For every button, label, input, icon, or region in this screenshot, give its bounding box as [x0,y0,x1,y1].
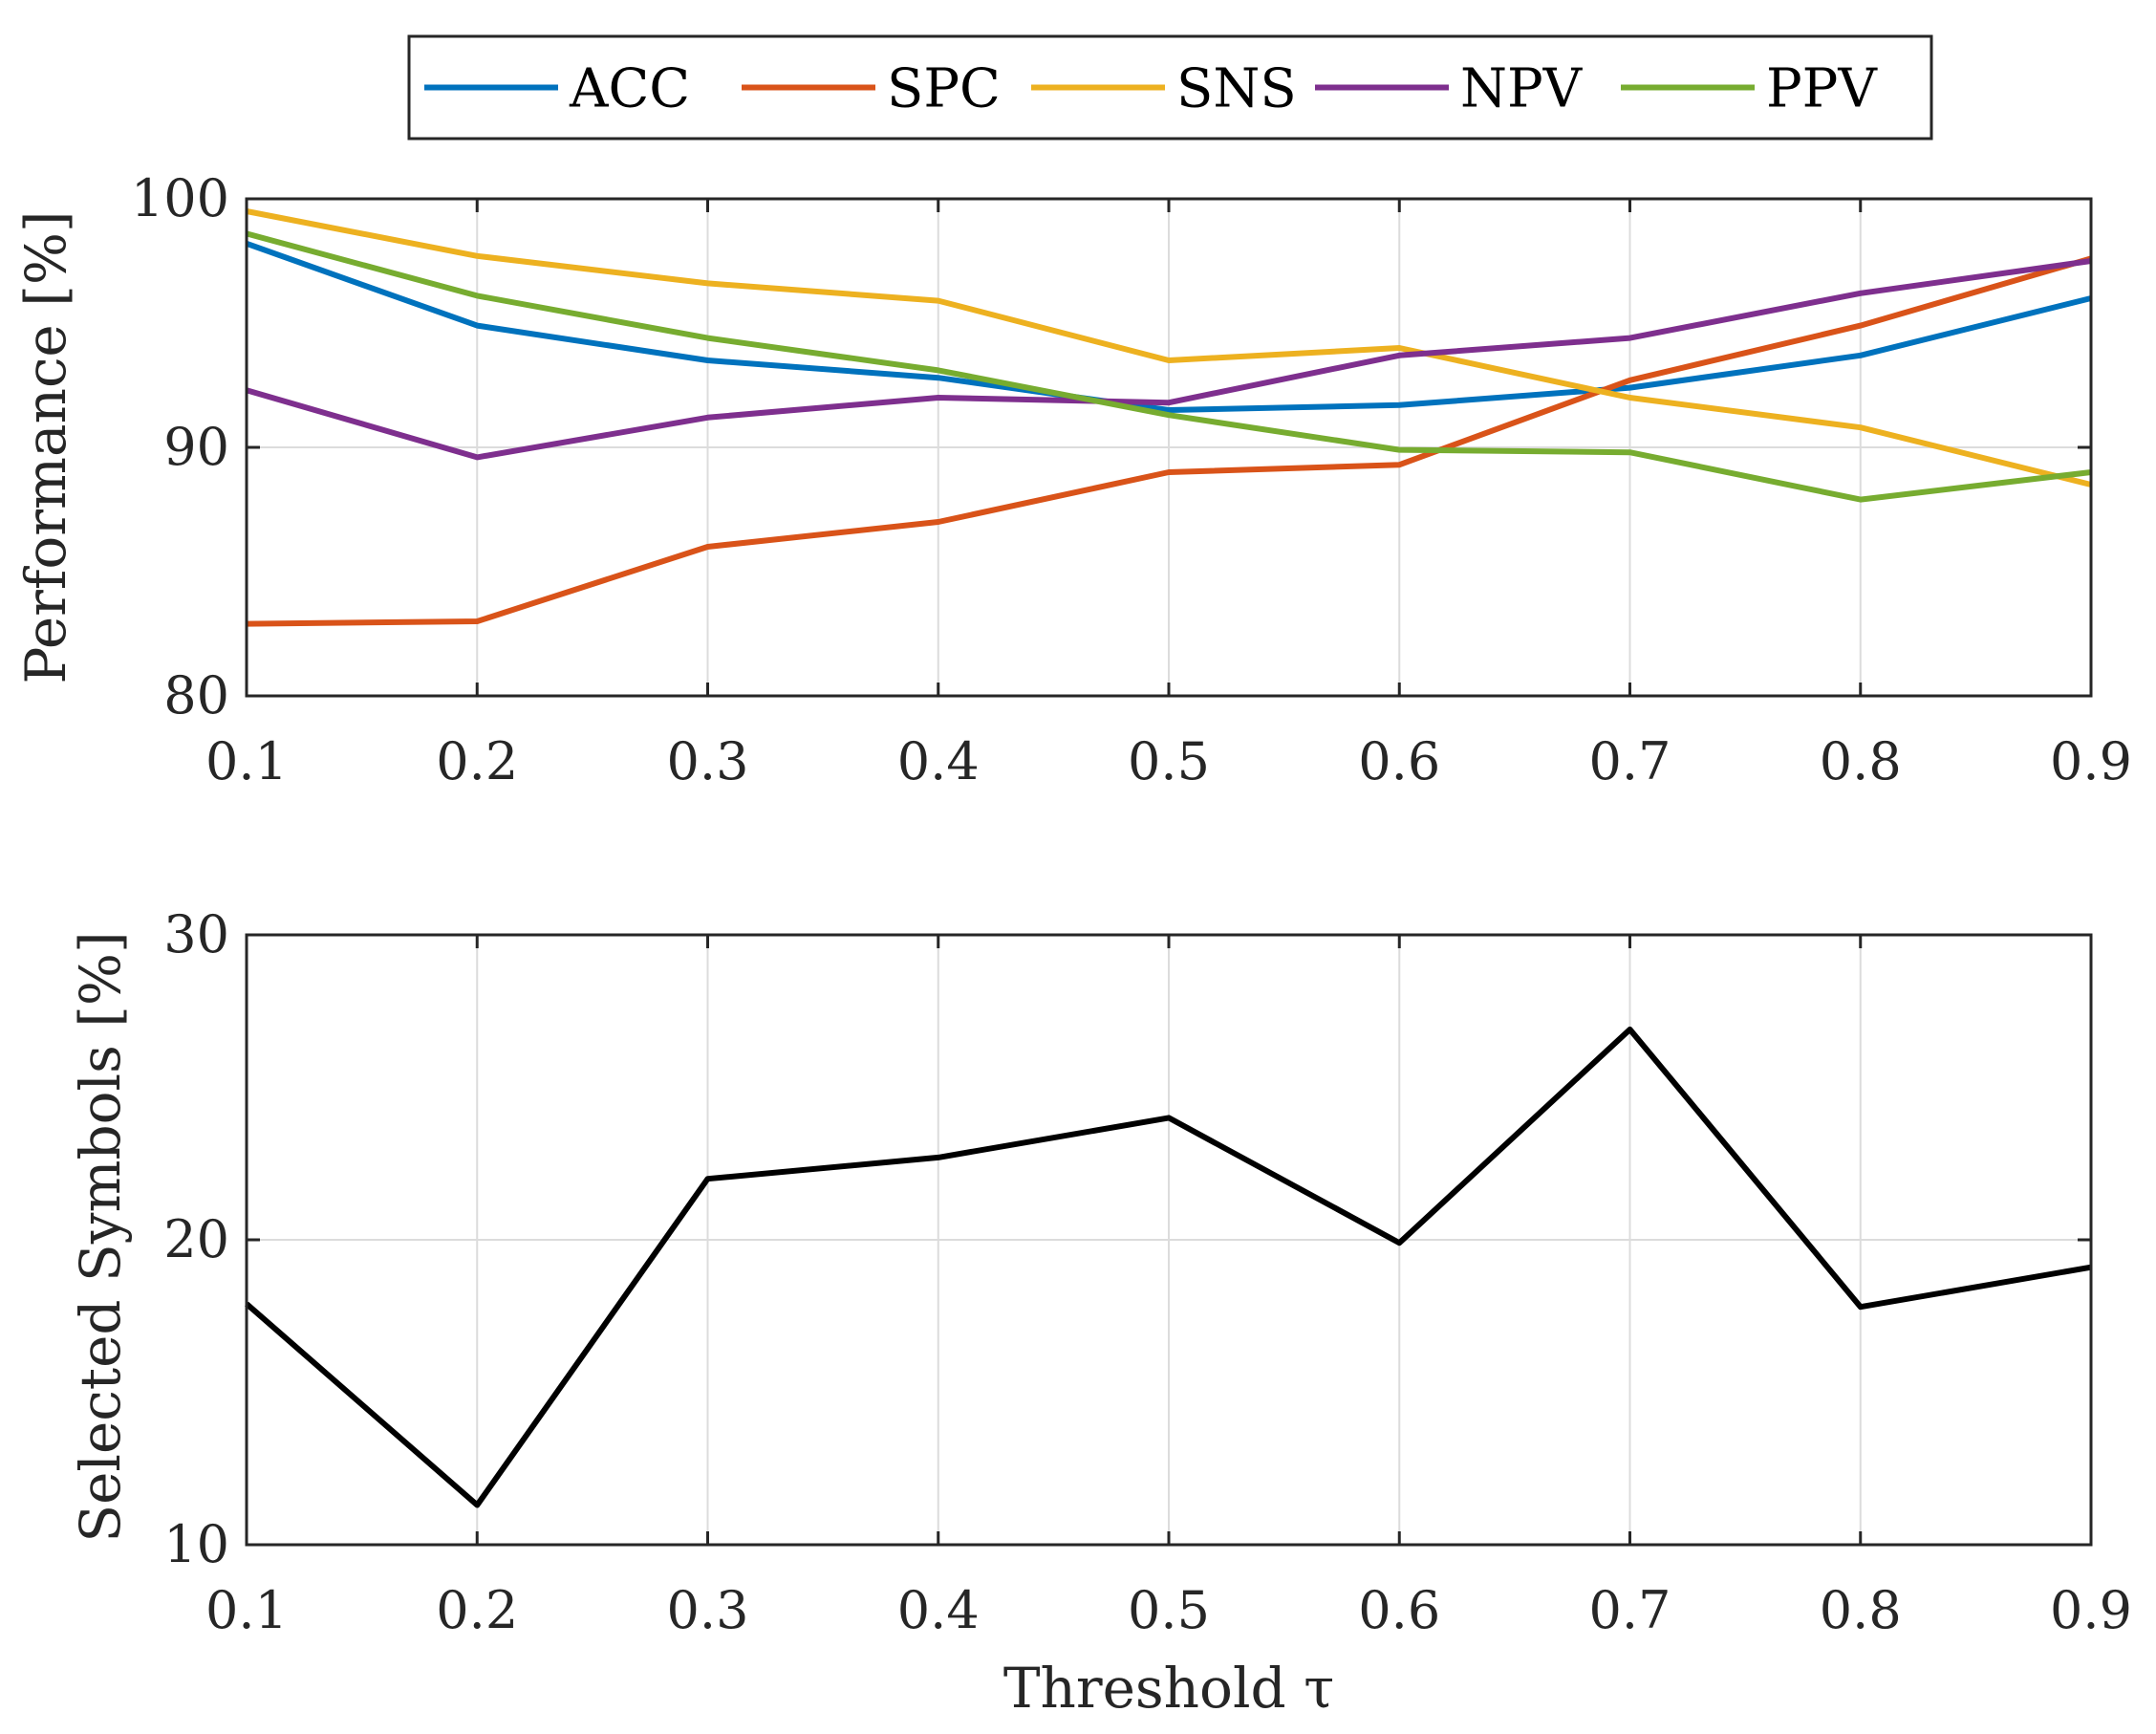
y-tick-label: 100 [131,168,229,228]
x-tick-label: 0.8 [1820,1580,1902,1640]
series-line-acc [245,240,2092,413]
x-tick-label: 0.9 [2050,1580,2132,1640]
x-tick-label: 0.3 [667,1580,749,1640]
x-tick-label: 0.3 [667,731,749,791]
x-tick-label: 0.4 [897,1580,980,1640]
legend-label-acc: ACC [569,58,690,120]
y-axis-title: Performance [%] [13,210,78,683]
y-tick-label: 90 [163,417,229,477]
legend-label-spc: SPC [887,58,1001,120]
series-line-ppv [246,230,2092,503]
x-tick-label: 0.9 [2050,731,2132,791]
x-tick-label: 0.4 [897,731,980,791]
x-tick-label: 0.5 [1128,731,1210,791]
chart-2: 0.1 0.2 0.3 0.4 0.5 0.6 0.7 0.8 0.9 10 20 30 Selecte… [68,904,2132,1721]
x-tick-label: 0.5 [1128,1580,1210,1640]
x-tick-label: 0.8 [1820,731,1902,791]
x-tick-label: 0.6 [1358,731,1440,791]
chart-1: 0.1 0.2 0.3 0.4 0.5 0.6 0.7 0.8 0.9 80 90 100 Perfor… [13,168,2132,791]
x-tick-label: 0.6 [1358,1580,1440,1640]
legend-label-npv: NPV [1460,58,1584,120]
x-tick-label: 0.2 [436,731,518,791]
legend-label-sns: SNS [1176,58,1297,120]
y-tick-label: 10 [163,1514,229,1574]
series-line-spc [246,255,2092,627]
legend: ACC SPC SNS NPV PPV [407,34,1933,141]
x-tick-label: 0.7 [1589,1580,1671,1640]
x-axis-title: Threshold τ [1003,1656,1334,1721]
series-line-npv [246,258,2092,461]
x-tick-label: 0.2 [436,1580,518,1640]
y-tick-label: 20 [163,1209,229,1269]
x-tick-label: 0.7 [1589,731,1671,791]
y-tick-label: 80 [163,665,229,726]
series-line-sns [246,208,2092,488]
x-tick-label: 0.1 [205,731,288,791]
legend-label-ppv: PPV [1766,58,1878,120]
series-line-selected-symbols [245,1026,2092,1508]
y-axis-title: Selected Symbols [%] [68,931,133,1542]
y-tick-label: 30 [163,904,229,965]
x-tick-label: 0.1 [205,1580,288,1640]
